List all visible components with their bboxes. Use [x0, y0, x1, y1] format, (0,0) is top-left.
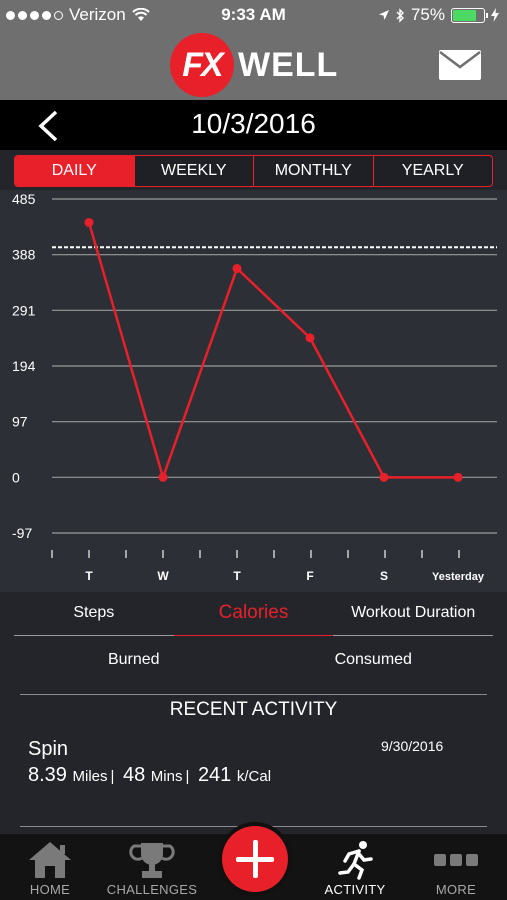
y-tick-label: 194	[12, 358, 36, 374]
battery-icon	[451, 7, 488, 23]
logo-well: WELL	[238, 45, 339, 84]
bluetooth-icon	[396, 7, 404, 23]
wifi-icon	[132, 8, 150, 21]
tab-weekly[interactable]: WEEKLY	[133, 156, 254, 186]
data-point	[379, 472, 389, 482]
tabbar-activity[interactable]: ACTIVITY	[305, 834, 405, 900]
x-tick-label: T	[233, 569, 241, 583]
tabbar-more-label: MORE	[435, 882, 477, 897]
charging-bolt-icon	[491, 8, 499, 22]
activity-distance: 8.39	[28, 764, 67, 786]
status-right: 75%	[378, 5, 499, 25]
activity-name[interactable]: Spin	[28, 738, 69, 760]
metric-calories[interactable]: Calories	[173, 592, 334, 636]
tabbar-more[interactable]: MORE	[406, 834, 506, 900]
y-tick-label: 291	[12, 302, 36, 318]
sub-tab-burned[interactable]: Burned	[107, 651, 160, 668]
tabbar-challenges[interactable]: CHALLENGES	[102, 834, 202, 900]
stat-separator: |	[185, 768, 190, 785]
more-icon	[434, 854, 478, 866]
activity-calories-unit: k/Cal	[236, 768, 272, 785]
tab-yearly[interactable]: YEARLY	[372, 156, 493, 186]
x-tick-label: S	[380, 569, 388, 583]
data-point	[158, 472, 168, 482]
calorie-sub-tabs: Burned Consumed	[14, 640, 493, 680]
sub-tab-consumed[interactable]: Consumed	[334, 651, 412, 668]
y-tick-label: 388	[12, 247, 36, 263]
chart-svg: 485 388 291 194 97 0 -97 T W T F S Yesterday	[12, 191, 497, 583]
status-time: 9:33 AM	[221, 5, 286, 24]
x-tick-label: W	[157, 569, 169, 583]
data-point	[232, 263, 242, 273]
activity-distance-unit: Miles	[72, 768, 108, 785]
metric-tabs: Steps Calories Workout Duration	[14, 592, 494, 636]
tabbar-home[interactable]: HOME	[0, 834, 100, 900]
recent-activity-title: RECENT ACTIVITY	[20, 694, 487, 721]
runner-icon	[338, 841, 373, 880]
signal-dots-icon	[6, 10, 63, 20]
y-tick-label: -97	[12, 525, 32, 541]
battery-fill	[453, 9, 476, 21]
date-bar: 10/3/2016	[0, 100, 507, 150]
activity-duration: 48	[122, 764, 146, 786]
x-tick-label: T	[85, 569, 93, 583]
logo-fx: FX	[170, 33, 234, 97]
plus-icon	[222, 826, 288, 892]
x-tick-label: F	[306, 569, 313, 583]
stat-separator: |	[110, 768, 115, 785]
data-point	[453, 472, 463, 482]
fxwell-logo[interactable]: FX WELL	[170, 32, 338, 98]
metric-steps[interactable]: Steps	[14, 592, 174, 636]
metric-workout-duration[interactable]: Workout Duration	[333, 592, 494, 636]
y-tick-label: 485	[12, 191, 36, 207]
app-header: FX WELL	[0, 30, 507, 100]
activity-stats: 8.39 Miles | 48 Mins | 241 k/Cal	[28, 764, 271, 787]
trophy-icon	[129, 843, 175, 878]
period-tabs: DAILY WEEKLY MONTHLY YEARLY	[14, 155, 493, 187]
activity-date: 9/30/2016	[381, 738, 444, 754]
y-tick-label: 97	[12, 414, 28, 430]
carrier-name: Verizon	[69, 5, 126, 24]
home-icon	[29, 842, 71, 878]
activity-calories: 241	[197, 764, 232, 786]
tab-monthly[interactable]: MONTHLY	[253, 156, 373, 186]
mail-icon[interactable]	[439, 50, 481, 80]
current-date: 10/3/2016	[191, 108, 316, 139]
back-chevron-icon[interactable]	[36, 110, 60, 142]
status-left: Verizon	[6, 5, 150, 25]
activity-duration-unit: Mins	[150, 768, 183, 785]
x-tick-label: Yesterday	[432, 571, 485, 583]
status-bar: Verizon 9:33 AM 75%	[0, 0, 507, 30]
y-tick-label: 0	[12, 469, 20, 485]
calories-series-line	[87, 222, 458, 479]
add-activity-button[interactable]	[218, 822, 292, 896]
battery-percent: 75%	[410, 5, 445, 24]
data-point	[305, 333, 315, 343]
data-point	[84, 218, 94, 228]
calories-chart: 485 388 291 194 97 0 -97 T W T F S Yesterday	[0, 190, 507, 592]
tabbar-challenges-label: CHALLENGES	[106, 882, 198, 897]
tabbar-home-label: HOME	[29, 882, 71, 897]
tabbar-activity-label: ACTIVITY	[324, 882, 386, 897]
tab-daily[interactable]: DAILY	[15, 156, 134, 186]
location-arrow-icon	[378, 10, 389, 20]
